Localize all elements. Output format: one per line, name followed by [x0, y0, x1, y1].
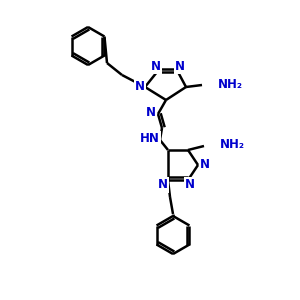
Text: N: N [135, 80, 145, 92]
Text: N: N [200, 158, 210, 172]
Text: NH₂: NH₂ [220, 139, 245, 152]
Text: N: N [146, 106, 156, 119]
Text: HN: HN [140, 133, 160, 146]
Text: N: N [185, 178, 195, 191]
Text: N: N [151, 59, 161, 73]
Text: N: N [175, 59, 185, 73]
Text: NH₂: NH₂ [218, 77, 243, 91]
Text: N: N [158, 178, 168, 191]
